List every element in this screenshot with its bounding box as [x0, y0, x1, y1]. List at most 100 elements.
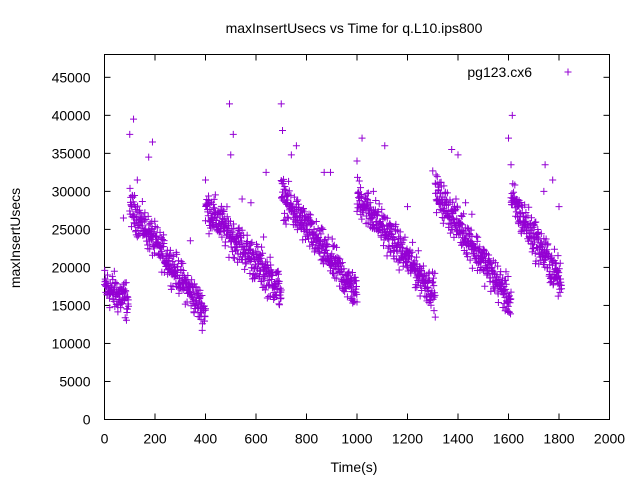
data-point [231, 254, 239, 262]
data-point [158, 247, 166, 255]
data-point [396, 235, 404, 243]
data-point [258, 259, 266, 267]
data-point-outlier [508, 111, 516, 119]
data-point [198, 326, 206, 334]
data-point [173, 250, 181, 258]
data-point [110, 267, 118, 275]
data-point [197, 308, 205, 316]
data-point [207, 209, 215, 217]
data-point [416, 263, 424, 271]
data-point [347, 275, 355, 283]
data-point [293, 226, 301, 234]
data-point [136, 206, 144, 214]
data-point [414, 247, 422, 255]
data-point [280, 216, 288, 224]
data-point [408, 248, 416, 256]
data-point [430, 307, 438, 315]
data-point [241, 265, 249, 273]
data-point [124, 302, 132, 310]
data-point [248, 238, 256, 246]
data-point [167, 285, 175, 293]
data-point [282, 186, 290, 194]
data-point [506, 296, 514, 304]
data-point [411, 284, 419, 292]
data-point [319, 260, 327, 268]
data-point-outlier [145, 153, 153, 161]
data-point [530, 222, 538, 230]
data-point [149, 242, 157, 250]
data-point [398, 240, 406, 248]
data-point [283, 213, 291, 221]
legend: pg123.cx6 [467, 64, 572, 80]
data-point [275, 277, 283, 285]
data-point [285, 187, 293, 195]
data-point [261, 286, 269, 294]
data-point [472, 232, 480, 240]
data-point [275, 300, 283, 308]
data-point [556, 288, 564, 296]
data-point [418, 287, 426, 294]
data-point-outlier [554, 267, 562, 275]
data-point [300, 208, 308, 216]
data-point [276, 284, 284, 292]
data-point [431, 313, 439, 321]
data-point [196, 293, 204, 301]
data-point-outlier [126, 130, 134, 138]
data-point [287, 199, 295, 207]
data-point [274, 270, 282, 278]
data-point-outlier [358, 134, 366, 142]
data-point [122, 316, 130, 324]
data-point [333, 243, 341, 251]
data-point [401, 252, 409, 260]
data-point [194, 290, 202, 298]
data-point-outlier [225, 100, 233, 108]
data-point-outlier [130, 115, 138, 123]
data-point [256, 266, 264, 274]
data-point-outlier [287, 151, 295, 159]
data-point [138, 197, 146, 205]
data-point [310, 225, 318, 233]
data-point [148, 218, 156, 226]
data-point-outlier [229, 130, 237, 138]
data-point [507, 295, 515, 303]
data-point [440, 182, 448, 190]
legend-marker [564, 68, 572, 76]
y-tick-label: 10000 [52, 335, 91, 351]
data-point [510, 188, 518, 196]
data-point [299, 205, 307, 213]
data-point [431, 269, 439, 277]
y-tick-label: 20000 [52, 259, 91, 275]
data-point [525, 203, 533, 211]
data-point [123, 293, 131, 301]
data-point [272, 292, 280, 300]
data-point [160, 237, 168, 245]
data-point [197, 299, 205, 307]
data-point [233, 246, 241, 254]
data-point [529, 245, 537, 253]
data-point [401, 233, 409, 241]
data-point [168, 252, 176, 260]
data-point [276, 295, 284, 303]
data-point [446, 229, 454, 237]
data-point-outlier [429, 167, 437, 175]
data-point-outlier [462, 199, 470, 207]
data-point [532, 218, 540, 226]
data-point-outlier [326, 168, 334, 176]
data-point-outlier [505, 134, 512, 142]
data-point [407, 269, 415, 277]
data-point [409, 238, 417, 246]
data-point [453, 215, 461, 223]
data-point [396, 228, 404, 236]
data-point [264, 277, 272, 285]
data-point [463, 224, 471, 232]
data-point [128, 223, 136, 231]
data-point [448, 225, 456, 233]
data-point [113, 280, 121, 288]
data-point-outlier [279, 127, 287, 135]
data-point-outlier [119, 214, 127, 222]
data-point [245, 246, 253, 254]
data-point [542, 235, 550, 243]
data-point [129, 193, 137, 201]
data-point [328, 250, 336, 258]
data-point-outlier [454, 151, 462, 159]
